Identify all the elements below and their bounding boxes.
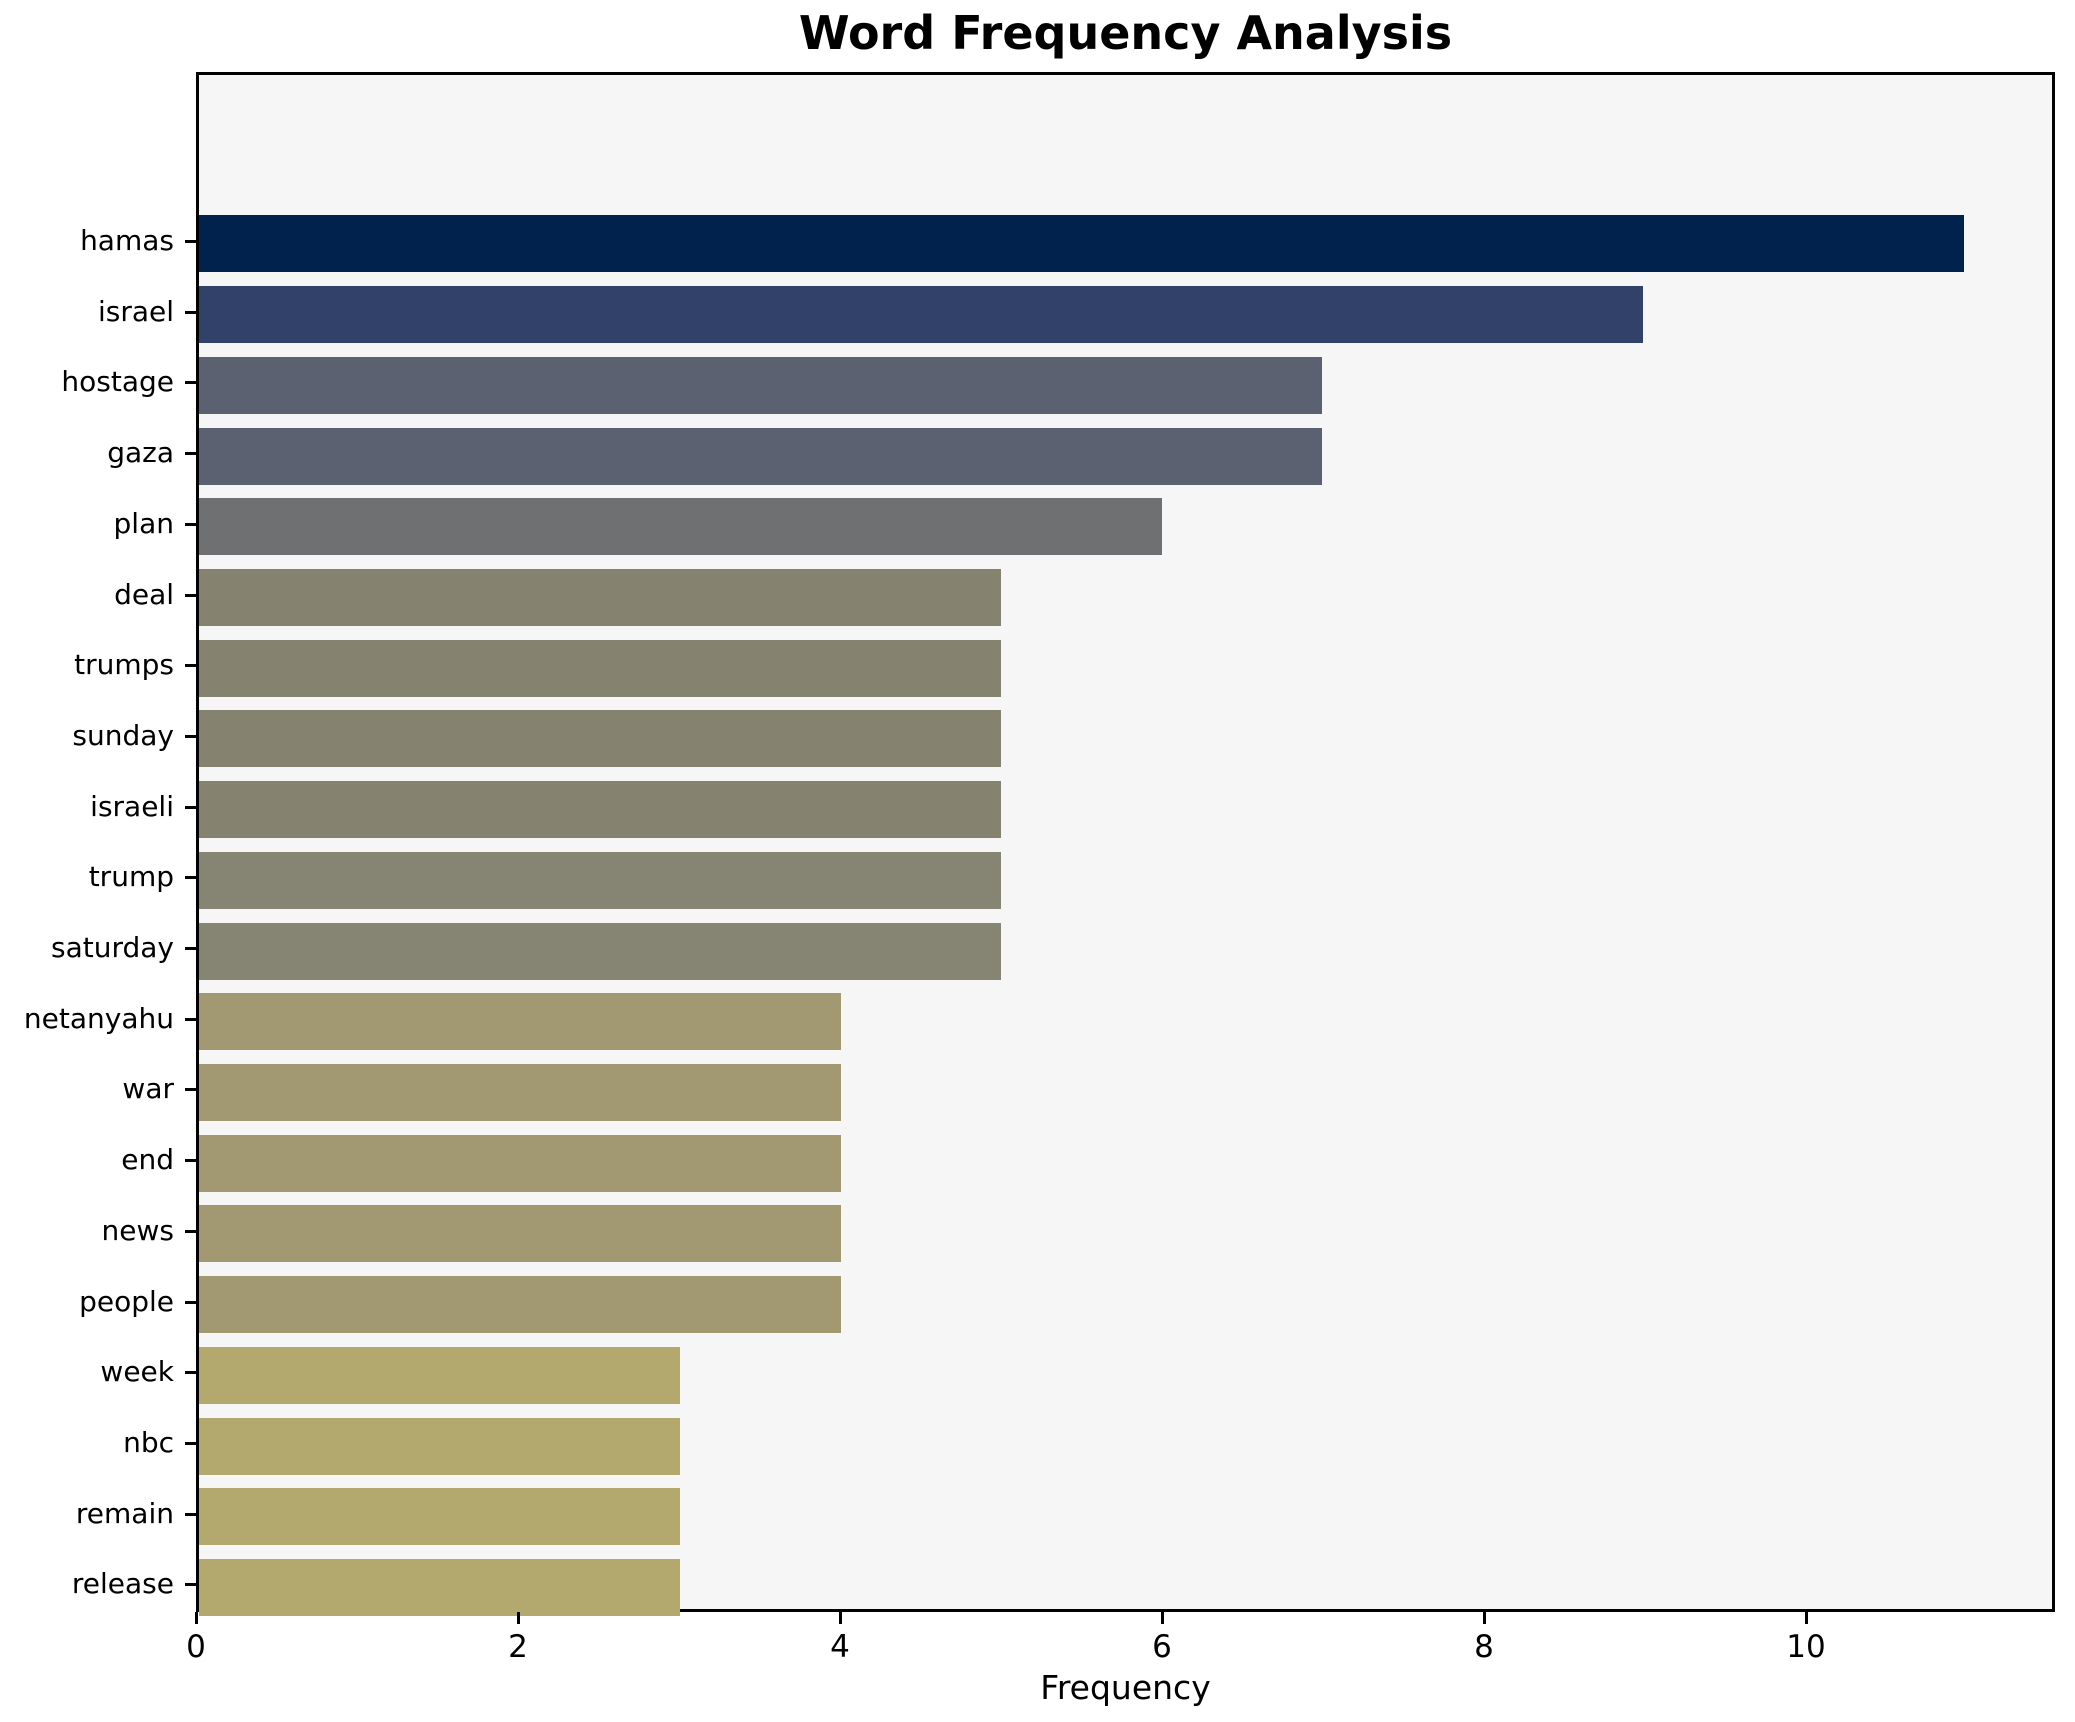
y-tick-mark <box>185 381 196 384</box>
y-tick-label-trump: trump <box>88 860 174 893</box>
bar-israeli <box>199 781 1002 838</box>
bar-trump <box>199 852 1002 909</box>
bar-war <box>199 1064 841 1121</box>
x-tick-mark <box>1805 1612 1808 1624</box>
bar-row-deal <box>199 569 2052 626</box>
bar-row-week <box>199 1347 2052 1404</box>
y-tick-mark <box>185 806 196 809</box>
bar-row-israel <box>199 286 2052 343</box>
y-tick-mark <box>185 452 196 455</box>
y-tick-mark <box>185 311 196 314</box>
bar-nbc <box>199 1418 681 1475</box>
y-tick-label-remain: remain <box>75 1497 174 1530</box>
bar-saturday <box>199 923 1002 980</box>
bar-row-news <box>199 1205 2052 1262</box>
bar-row-end <box>199 1135 2052 1192</box>
y-tick-mark <box>185 876 196 879</box>
y-tick-mark <box>185 1442 196 1445</box>
bar-row-saturday <box>199 923 2052 980</box>
y-tick-label-week: week <box>100 1355 174 1388</box>
x-tick-label-10: 10 <box>1786 1629 1826 1665</box>
y-tick-label-deal: deal <box>114 578 174 611</box>
bar-week <box>199 1347 681 1404</box>
bar-row-netanyahu <box>199 993 2052 1050</box>
y-tick-label-israel: israel <box>97 295 174 328</box>
y-tick-label-netanyahu: netanyahu <box>23 1002 174 1035</box>
bar-gaza <box>199 428 1323 485</box>
y-tick-label-hostage: hostage <box>61 365 174 398</box>
y-tick-mark <box>185 523 196 526</box>
y-tick-mark <box>185 1513 196 1516</box>
y-tick-label-news: news <box>101 1214 174 1247</box>
y-tick-label-saturday: saturday <box>51 931 174 964</box>
bar-release <box>199 1559 681 1616</box>
bar-row-remain <box>199 1488 2052 1545</box>
y-tick-mark <box>185 1088 196 1091</box>
bar-row-israeli <box>199 781 2052 838</box>
y-tick-label-gaza: gaza <box>107 436 174 469</box>
bar-hamas <box>199 215 1964 272</box>
y-tick-label-hamas: hamas <box>80 224 174 257</box>
y-tick-mark <box>185 664 196 667</box>
bar-row-release <box>199 1559 2052 1616</box>
bar-sunday <box>199 710 1002 767</box>
x-tick-mark <box>839 1612 842 1624</box>
bar-row-hostage <box>199 357 2052 414</box>
y-tick-mark <box>185 1301 196 1304</box>
x-tick-mark <box>517 1612 520 1624</box>
x-tick-mark <box>195 1612 198 1624</box>
bar-end <box>199 1135 841 1192</box>
y-tick-mark <box>185 1583 196 1586</box>
x-axis-label: Frequency <box>1040 1668 1211 1707</box>
y-tick-mark <box>185 594 196 597</box>
bar-news <box>199 1205 841 1262</box>
x-tick-label-8: 8 <box>1474 1629 1494 1665</box>
y-tick-mark <box>185 735 196 738</box>
x-tick-mark <box>1483 1612 1486 1624</box>
y-tick-mark <box>185 1018 196 1021</box>
bar-row-trumps <box>199 640 2052 697</box>
bar-remain <box>199 1488 681 1545</box>
bar-row-nbc <box>199 1418 2052 1475</box>
bar-row-plan <box>199 498 2052 555</box>
x-tick-label-0: 0 <box>186 1629 206 1665</box>
y-tick-label-war: war <box>122 1072 174 1105</box>
y-tick-mark <box>185 947 196 950</box>
bar-people <box>199 1276 841 1333</box>
x-tick-label-4: 4 <box>830 1629 850 1665</box>
y-tick-label-sunday: sunday <box>72 719 174 752</box>
bar-plan <box>199 498 1162 555</box>
bar-row-gaza <box>199 428 2052 485</box>
y-tick-label-people: people <box>79 1285 174 1318</box>
y-tick-mark <box>185 1371 196 1374</box>
x-tick-label-6: 6 <box>1152 1629 1172 1665</box>
y-tick-label-nbc: nbc <box>123 1426 174 1459</box>
bar-netanyahu <box>199 993 841 1050</box>
y-tick-label-israeli: israeli <box>90 790 174 823</box>
bar-row-trump <box>199 852 2052 909</box>
bar-deal <box>199 569 1002 626</box>
y-tick-mark <box>185 1159 196 1162</box>
bar-row-hamas <box>199 215 2052 272</box>
plot-area <box>196 72 2055 1616</box>
bar-row-sunday <box>199 710 2052 767</box>
y-tick-mark <box>185 240 196 243</box>
x-tick-mark <box>1161 1612 1164 1624</box>
chart-title: Word Frequency Analysis <box>798 6 1453 60</box>
y-tick-label-end: end <box>121 1143 174 1176</box>
bar-hostage <box>199 357 1323 414</box>
y-tick-mark <box>185 1230 196 1233</box>
y-tick-label-trumps: trumps <box>74 648 174 681</box>
bar-trumps <box>199 640 1002 697</box>
bar-row-war <box>199 1064 2052 1121</box>
x-tick-label-2: 2 <box>508 1629 528 1665</box>
y-tick-label-plan: plan <box>113 507 174 540</box>
bar-row-people <box>199 1276 2052 1333</box>
bar-israel <box>199 286 1643 343</box>
y-tick-label-release: release <box>71 1567 174 1600</box>
